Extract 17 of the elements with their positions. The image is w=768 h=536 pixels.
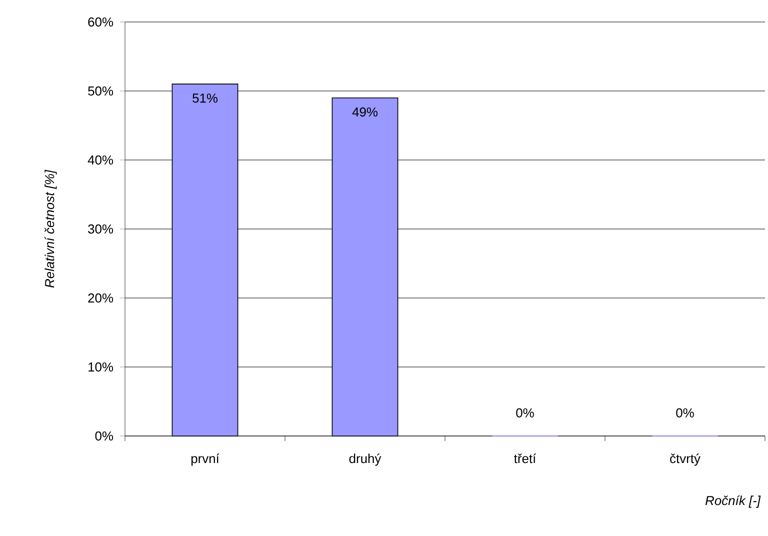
data-label: 49% xyxy=(352,107,378,117)
y-tick-label: 40% xyxy=(88,155,114,165)
x-axis-title: Ročník [-] xyxy=(705,496,761,508)
data-label: 51% xyxy=(192,94,218,103)
y-tick-label: 30% xyxy=(88,224,114,234)
y-tick-label: 20% xyxy=(88,293,114,303)
data-label: 0% xyxy=(516,408,534,418)
y-tick-label: 60% xyxy=(88,17,114,27)
y-tick-label: 10% xyxy=(88,362,114,372)
x-tick-label: první xyxy=(191,454,220,466)
y-tick-label: 50% xyxy=(88,86,114,96)
x-tick-label: třetí xyxy=(514,454,536,464)
data-label: 0% xyxy=(676,408,694,418)
y-tick-label: 0% xyxy=(95,431,114,441)
y-axis-title: Relativní četnost [%] xyxy=(44,170,57,288)
x-tick-label: druhý xyxy=(349,454,382,466)
x-tick-label: čtvrtý xyxy=(670,454,700,466)
